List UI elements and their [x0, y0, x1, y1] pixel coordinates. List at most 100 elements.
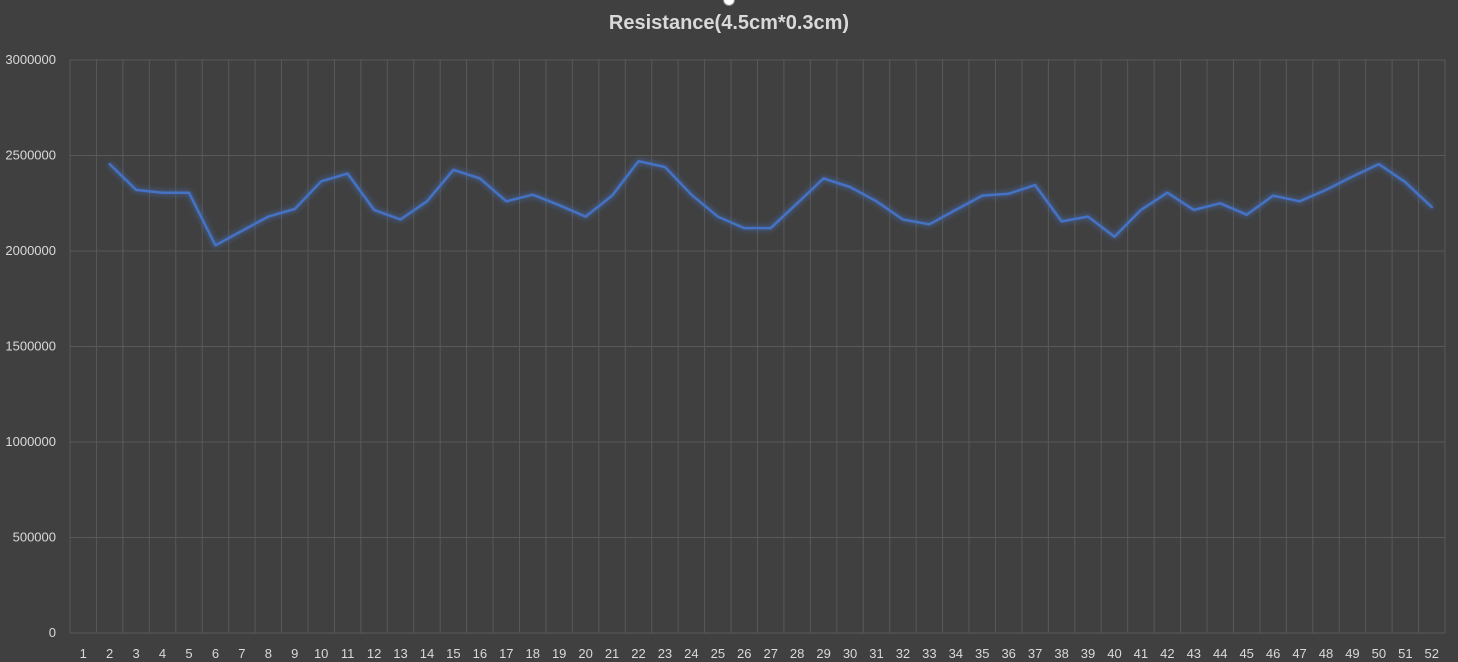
data-point [1403, 180, 1407, 184]
x-tick-label: 26 [737, 646, 751, 661]
x-tick-label: 17 [499, 646, 513, 661]
data-point [1007, 192, 1011, 196]
data-point [504, 199, 508, 203]
data-point [1060, 219, 1064, 223]
x-tick-label: 48 [1319, 646, 1333, 661]
x-tick-label: 38 [1054, 646, 1068, 661]
data-point [1324, 188, 1328, 192]
x-tick-label: 52 [1425, 646, 1439, 661]
data-point [822, 176, 826, 180]
series-group [108, 159, 1434, 247]
x-tick-label: 25 [711, 646, 725, 661]
x-tick-label: 33 [922, 646, 936, 661]
x-tick-label: 28 [790, 646, 804, 661]
data-point [372, 208, 376, 212]
data-point [134, 188, 138, 192]
data-point [663, 165, 667, 169]
data-point [161, 191, 165, 195]
y-tick-label: 1500000 [5, 339, 56, 354]
data-point [1192, 208, 1196, 212]
x-tick-label: 31 [869, 646, 883, 661]
x-tick-label: 37 [1028, 646, 1042, 661]
x-tick-label: 47 [1292, 646, 1306, 661]
data-point [742, 226, 746, 230]
x-tick-label: 11 [341, 646, 355, 661]
data-point [689, 193, 693, 197]
x-tick-label: 8 [265, 646, 272, 661]
data-point [927, 222, 931, 226]
x-tick-label: 6 [212, 646, 219, 661]
data-point [187, 191, 191, 195]
x-tick-label: 16 [473, 646, 487, 661]
x-tick-label: 7 [238, 646, 245, 661]
data-point [1271, 194, 1275, 198]
data-point [1377, 162, 1381, 166]
x-tick-label: 39 [1081, 646, 1095, 661]
x-tick-label: 44 [1213, 646, 1227, 661]
x-tick-label: 51 [1398, 646, 1412, 661]
chart-title: Resistance(4.5cm*0.3cm) [608, 12, 850, 34]
x-tick-label: 12 [367, 646, 381, 661]
x-tick-label: 2 [106, 646, 113, 661]
data-point [874, 199, 878, 203]
series-line [108, 159, 1434, 247]
y-tick-label: 2500000 [5, 148, 56, 163]
data-point [716, 215, 720, 219]
x-tick-label: 24 [684, 646, 698, 661]
data-point [1033, 183, 1037, 187]
data-point [319, 179, 323, 183]
x-tick-label: 34 [949, 646, 963, 661]
x-tick-label: 20 [578, 646, 592, 661]
data-point [557, 203, 561, 207]
y-tick-label: 2000000 [5, 243, 56, 258]
data-point [637, 159, 641, 163]
x-tick-label: 3 [132, 646, 139, 661]
x-tick-label: 13 [393, 646, 407, 661]
data-point [293, 207, 297, 211]
data-point [1298, 199, 1302, 203]
x-tick-label: 14 [420, 646, 434, 661]
data-point [901, 217, 905, 221]
x-tick-label: 43 [1187, 646, 1201, 661]
x-tick-label: 15 [446, 646, 460, 661]
data-point [584, 215, 588, 219]
x-tick-label: 1 [80, 646, 87, 661]
data-point [1165, 191, 1169, 195]
x-tick-label: 27 [763, 646, 777, 661]
data-point [240, 229, 244, 233]
data-point [610, 194, 614, 198]
x-tick-label: 10 [314, 646, 328, 661]
x-tick-label: 35 [975, 646, 989, 661]
data-point [451, 168, 455, 172]
x-tick-label: 30 [843, 646, 857, 661]
data-point [769, 226, 773, 230]
x-tick-label: 45 [1239, 646, 1253, 661]
x-tick-label: 19 [552, 646, 566, 661]
x-tick-label: 46 [1266, 646, 1280, 661]
data-point [399, 217, 403, 221]
vertical-gridlines [69, 60, 1446, 633]
x-tick-label: 21 [605, 646, 619, 661]
x-tick-label: 50 [1372, 646, 1386, 661]
data-point [1430, 205, 1434, 209]
data-point [954, 208, 958, 212]
x-tick-label: 36 [1001, 646, 1015, 661]
x-tick-label: 4 [159, 646, 166, 661]
x-axis: 1 2 3 4 5 6 7 8 9 10 11 12 13 14 15 16 17 18 19 20 21 22 23 24 2… [80, 646, 1439, 661]
data-point [266, 215, 270, 219]
x-tick-label: 5 [185, 646, 192, 661]
y-tick-label: 1000000 [5, 434, 56, 449]
data-point [531, 193, 535, 197]
data-point [980, 194, 984, 198]
y-tick-label: 500000 [13, 530, 56, 545]
y-tick-label: 0 [49, 625, 56, 640]
data-point [1245, 213, 1249, 217]
data-point [1139, 208, 1143, 212]
data-point [1112, 235, 1116, 239]
x-tick-label: 29 [816, 646, 830, 661]
x-tick-label: 23 [658, 646, 672, 661]
data-point [108, 162, 112, 166]
data-point [848, 185, 852, 189]
